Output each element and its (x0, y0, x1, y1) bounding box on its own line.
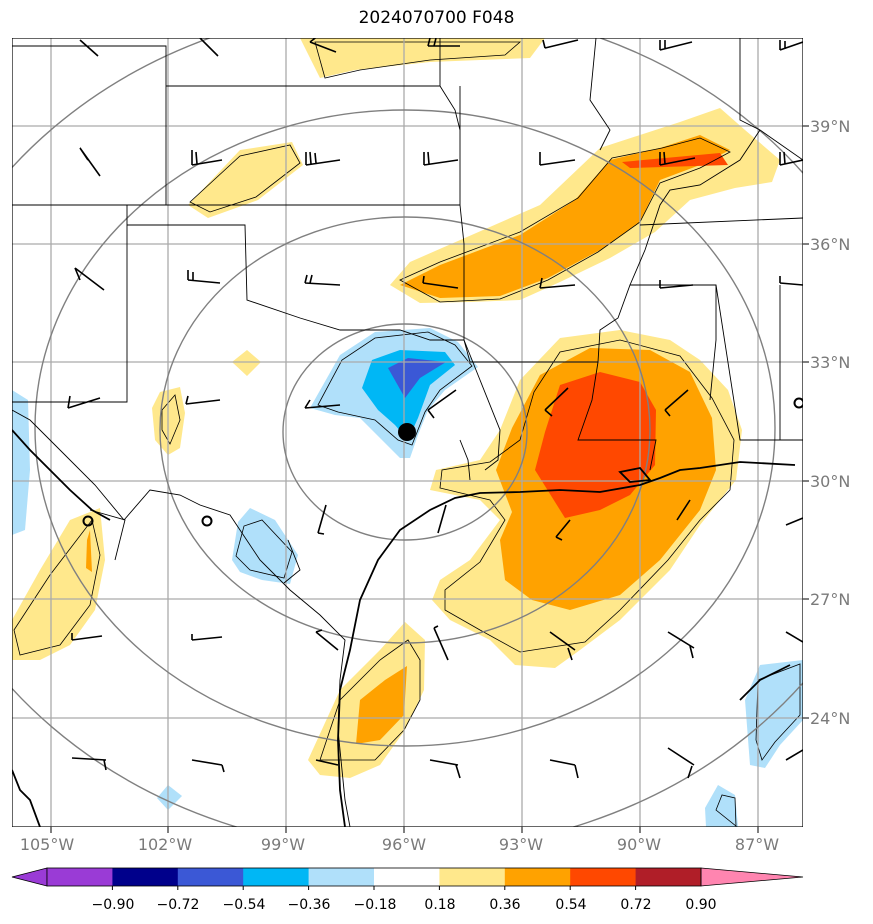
wind-barbs (67, 38, 803, 779)
lat-label: 24°N (810, 709, 850, 728)
graticule (12, 38, 803, 827)
colorbar-tick-label: −0.90 (92, 897, 135, 913)
colorbar-labels: −0.90 −0.72 −0.54 −0.36 −0.18 0.18 0.36 … (92, 897, 717, 913)
colorbar-segment (112, 868, 179, 886)
colorbar-tick-label: 0.18 (424, 897, 455, 913)
lat-label: 36°N (810, 235, 850, 254)
coastline (12, 429, 796, 827)
colorbar-segment (504, 868, 571, 886)
lon-labels: 105°W 102°W 99°W 96°W 93°W 90°W 87°W (20, 835, 779, 854)
station-marker (82, 515, 94, 527)
lon-label: 90°W (617, 835, 661, 854)
colorbar-tick-label: −0.72 (157, 897, 200, 913)
shading-blue (388, 358, 446, 398)
colorbar-segment (374, 868, 440, 886)
lat-label: 30°N (810, 472, 850, 491)
colorbar-segment (243, 868, 310, 886)
colorbar-extend-low (11, 867, 48, 887)
colorbar-segment (177, 868, 244, 886)
colorbar-segment (570, 868, 637, 886)
map-area (12, 38, 803, 827)
colorbar-segment (439, 868, 506, 886)
range-rings (12, 38, 803, 827)
colorbar (11, 867, 804, 890)
lat-label: 27°N (810, 590, 850, 609)
station-marker (201, 515, 213, 527)
colorbar-tick-label: 0.36 (489, 897, 520, 913)
colorbar-tick-label: −0.36 (288, 897, 331, 913)
colorbar-segment (47, 868, 113, 886)
colorbar-tick-label: −0.54 (223, 897, 266, 913)
lon-label: 102°W (138, 835, 193, 854)
lon-label: 99°W (261, 835, 305, 854)
lon-label: 93°W (499, 835, 543, 854)
station-marker (793, 397, 803, 409)
axis-ticks (50, 125, 809, 833)
lat-label: 39°N (810, 117, 850, 136)
state-borders (12, 38, 803, 827)
contour-lines (13, 41, 801, 827)
lat-labels: 39°N 36°N 33°N 30°N 27°N 24°N (810, 117, 850, 728)
colorbar-tick-label: 0.54 (555, 897, 586, 913)
shading-cyan (362, 350, 455, 440)
colorbar-segment (308, 868, 375, 886)
map-title: 2024070700 F048 (358, 8, 515, 28)
lon-label: 87°W (735, 835, 779, 854)
center-marker (398, 423, 416, 441)
colorbar-tick-label: 0.72 (620, 897, 651, 913)
lat-label: 33°N (810, 353, 850, 372)
colorbar-segment (635, 868, 702, 886)
lon-label: 105°W (20, 835, 75, 854)
colorbar-extend-high (700, 867, 804, 887)
lon-label: 96°W (382, 835, 426, 854)
colorbar-tick-label: 0.90 (685, 897, 716, 913)
colorbar-tick-label: −0.18 (354, 897, 397, 913)
